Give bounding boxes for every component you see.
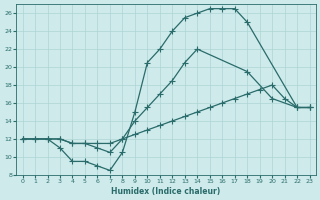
X-axis label: Humidex (Indice chaleur): Humidex (Indice chaleur) xyxy=(111,187,221,196)
